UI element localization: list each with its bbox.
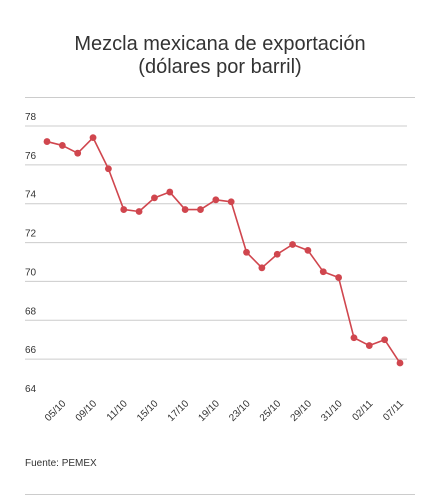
x-tick-label: 07/11 [381, 398, 406, 423]
data-point [89, 134, 97, 142]
data-point [120, 206, 128, 213]
data-point [273, 250, 281, 258]
y-axis-ticks: 64 66 68 70 72 74 76 78 [25, 112, 37, 395]
x-tick-label: 09/10 [74, 398, 100, 424]
top-divider [25, 97, 415, 98]
data-point [197, 206, 204, 213]
data-point [243, 248, 250, 256]
y-tick-label: 66 [25, 345, 37, 356]
y-tick-label: 76 [25, 151, 37, 162]
data-points [43, 134, 404, 367]
data-point [104, 165, 112, 173]
y-tick-label: 74 [25, 190, 37, 201]
chart-title-line-1: Mezcla mexicana de exportación [74, 33, 366, 55]
x-tick-label: 15/10 [135, 398, 161, 424]
data-point [335, 274, 343, 281]
y-tick-label: 64 [25, 384, 37, 395]
data-point [135, 208, 143, 215]
data-point [43, 138, 51, 145]
data-point [58, 142, 66, 149]
y-tick-label: 70 [25, 267, 37, 278]
data-point [74, 149, 82, 157]
data-point [381, 336, 389, 344]
x-tick-label: 19/10 [196, 398, 222, 424]
data-point [151, 194, 158, 202]
y-tick-label: 68 [25, 306, 37, 317]
x-tick-label: 29/10 [289, 398, 315, 424]
data-point [227, 198, 235, 206]
data-point [212, 196, 220, 204]
chart-title: Mezcla mexicana de exportación (dólares … [0, 33, 440, 79]
data-point [181, 206, 189, 213]
x-tick-label: 23/10 [227, 398, 253, 424]
data-point [396, 359, 404, 367]
x-tick-label: 31/10 [319, 398, 345, 424]
y-tick-label: 78 [25, 112, 37, 123]
x-tick-label: 02/11 [350, 398, 375, 423]
data-point [258, 264, 266, 272]
data-point [289, 241, 296, 248]
gridlines [25, 125, 407, 360]
x-tick-label: 05/10 [43, 398, 69, 424]
series-line-layer [46, 136, 401, 364]
x-tick-label: 17/10 [166, 398, 192, 424]
y-tick-label: 72 [25, 229, 37, 240]
chart-title-line-2: (dólares por barril) [138, 56, 302, 78]
data-point [304, 246, 312, 254]
data-point [350, 334, 358, 342]
x-tick-label: 25/10 [258, 398, 284, 424]
bottom-divider [25, 494, 415, 495]
source-note: Fuente: PEMEX [25, 458, 97, 469]
x-axis-ticks: 05/10 09/10 11/10 15/10 17/10 19/10 23/10 25/10… [43, 398, 406, 424]
series-line [46, 136, 401, 364]
data-point [319, 268, 327, 276]
data-point [166, 188, 174, 196]
data-point [365, 342, 373, 349]
x-tick-label: 11/10 [105, 398, 130, 423]
